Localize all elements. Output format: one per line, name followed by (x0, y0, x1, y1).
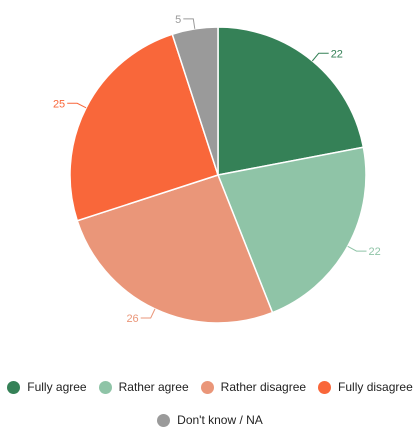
legend-label-rather-agree: Rather agree (118, 380, 189, 394)
legend-swatch-rather-agree (98, 380, 112, 394)
data-label-rather-agree: 22 (369, 246, 381, 258)
legend-item-dont-know[interactable]: Don't know / NA (157, 413, 263, 427)
pie-slice-rather-agree[interactable] (216, 146, 367, 314)
pie-slice-fully-agree[interactable] (217, 26, 365, 176)
legend-item-fully-agree[interactable]: Fully agree (7, 380, 87, 394)
legend-label-fully-disagree: Fully disagree (338, 380, 413, 394)
legend-item-fully-disagree[interactable]: Fully disagree (318, 380, 413, 394)
legend-label-dont-know: Don't know / NA (177, 413, 263, 427)
pie-slice-fully-disagree[interactable] (69, 33, 219, 222)
legend-swatch-fully-disagree (318, 380, 332, 394)
legend-item-rather-agree[interactable]: Rather agree (98, 380, 189, 394)
legend-swatch-rather-disagree (200, 380, 214, 394)
leader-line-fully-agree (311, 52, 329, 62)
data-label-don-t-know-na: 5 (175, 14, 181, 26)
leader-line-don-t-know-na (183, 18, 196, 29)
legend-item-rather-disagree[interactable]: Rather disagree (200, 380, 307, 394)
legend-label-fully-agree: Fully agree (27, 380, 87, 394)
data-label-rather-disagree: 26 (126, 313, 138, 325)
pie-plot-area: 22 22 26 25 5 (53, 14, 381, 325)
legend-swatch-dont-know (157, 413, 171, 427)
legend-swatch-fully-agree (7, 380, 21, 394)
leader-line-rather-disagree (140, 308, 156, 319)
data-label-fully-agree: 22 (331, 48, 343, 60)
pie-slice-don-t-know-na[interactable] (171, 26, 219, 176)
legend-label-rather-disagree: Rather disagree (220, 380, 307, 394)
legend: Fully agree Rather agree Rather disagree… (0, 380, 420, 394)
legend-second-row: Don't know / NA (0, 413, 420, 427)
leader-line-rather-agree (347, 245, 367, 252)
data-label-fully-disagree: 25 (53, 98, 65, 110)
leader-line-fully-disagree (67, 102, 87, 109)
